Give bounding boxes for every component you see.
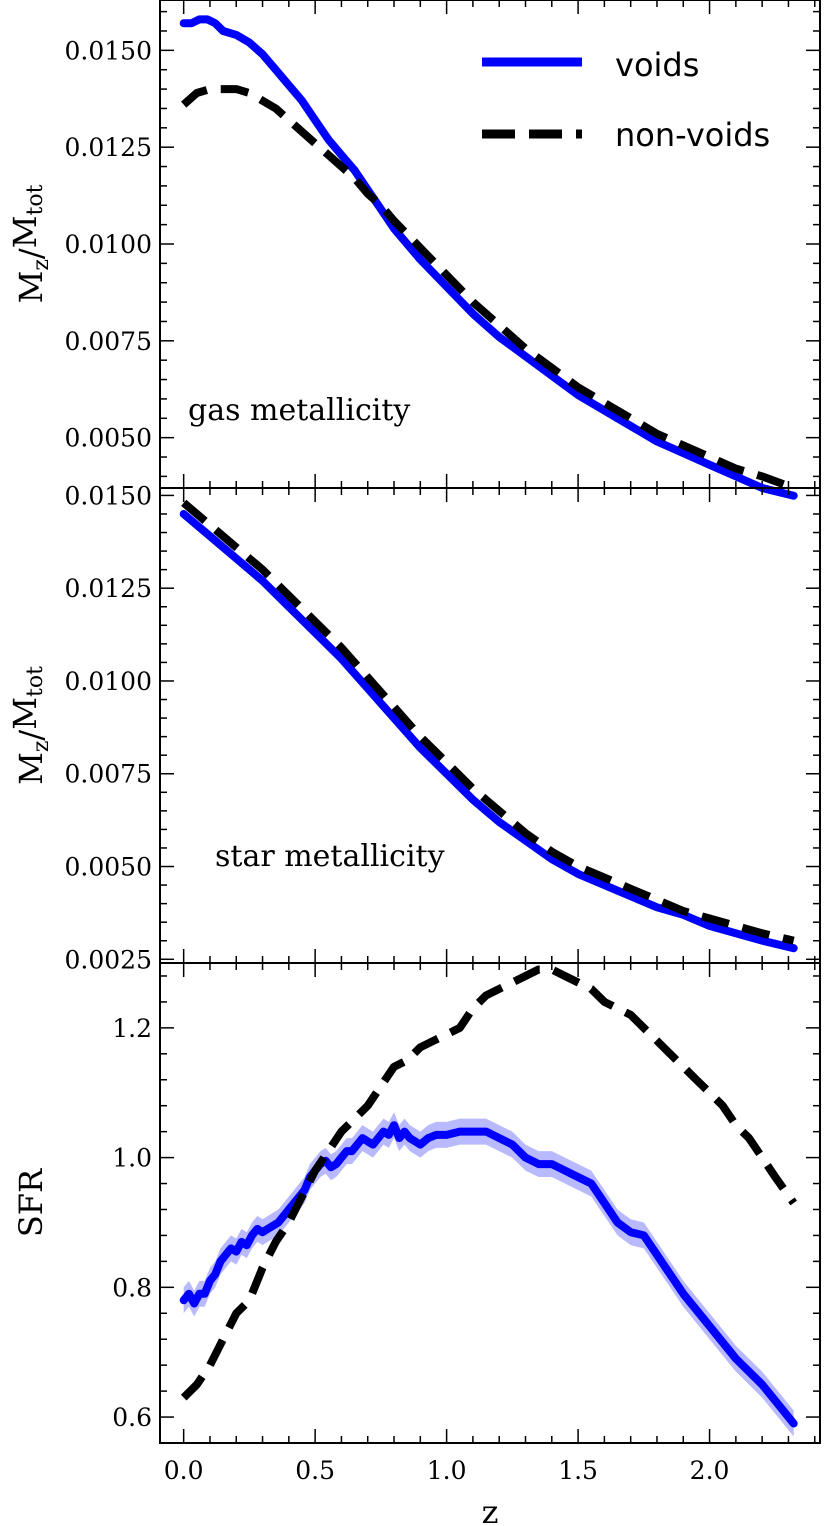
- y-tick-label: 1.0: [112, 1144, 152, 1173]
- y-axis-label-part: M: [6, 216, 44, 249]
- x-tick-label: 0.5: [295, 1456, 335, 1485]
- plot-frame: [159, 487, 821, 964]
- y-axis-label-part: /: [12, 248, 50, 259]
- y-tick-label: 0.0125: [65, 574, 152, 603]
- y-axis-label-part: M: [12, 752, 50, 785]
- voids-series-line: [179, 510, 798, 953]
- y-axis-label-part: z: [29, 741, 54, 753]
- y-tick-label: 0.0150: [65, 481, 152, 510]
- y-axis-label-part: M: [12, 271, 50, 304]
- gas-metallicity-panel: 0.00500.00750.01000.01250.0150Mz/Mtotgas…: [6, 0, 821, 500]
- voids-series-line: [179, 1121, 798, 1428]
- y-tick-label: 0.0125: [65, 133, 152, 162]
- y-axis-label-part: tot: [23, 666, 48, 697]
- y-axis-label: Mz/Mtot: [6, 666, 54, 785]
- voids-uncertainty-band: [183, 1112, 794, 1437]
- y-axis-label: Mz/Mtot: [6, 184, 54, 303]
- non-voids-series-line: [181, 499, 795, 945]
- y-tick-label: 0.0025: [65, 945, 152, 974]
- x-tick-label: 1.0: [427, 1456, 467, 1485]
- panel-label: gas metallicity: [188, 393, 410, 428]
- y-tick-label: 0.8: [112, 1273, 152, 1302]
- legend: voids non-voids: [482, 46, 770, 154]
- y-axis-label-part: z: [29, 259, 54, 271]
- x-tick-label: 0.0: [164, 1456, 204, 1485]
- y-tick-label: 0.0050: [65, 424, 152, 453]
- sfr-panel: 0.6 0.8 1.0 1.2 0.0 0.5 1.0 1.5 2.0 SFR z: [12, 962, 821, 1526]
- y-tick-label: 0.0150: [65, 36, 152, 65]
- y-tick-label: 0.6: [112, 1403, 152, 1432]
- y-axis-label-part: tot: [23, 184, 48, 215]
- x-tick-label: 1.5: [558, 1456, 598, 1485]
- non-voids-series-line: [181, 85, 796, 492]
- legend-non-voids-label: non-voids: [615, 116, 770, 154]
- y-tick-label: 0.0075: [65, 327, 152, 356]
- x-tick-label: 2.0: [690, 1456, 730, 1485]
- panel-label: star metallicity: [215, 839, 445, 874]
- y-tick-label: 0.0075: [65, 760, 152, 789]
- y-axis-label-part: /: [12, 730, 50, 741]
- legend-voids-label: voids: [615, 46, 699, 84]
- x-axis-label: z: [482, 1493, 499, 1526]
- y-tick-label: 0.0100: [65, 230, 152, 259]
- y-axis-label-part: M: [6, 697, 44, 730]
- y-tick-label: 0.0050: [65, 853, 152, 882]
- plot-frame: [159, 962, 821, 1444]
- y-tick-label: 1.2: [112, 1014, 152, 1043]
- y-axis-label: SFR: [12, 1168, 50, 1237]
- non-voids-series-line: [180, 965, 797, 1401]
- y-tick-label: 0.0100: [65, 667, 152, 696]
- star-metallicity-panel: 0.00250.00500.00750.01000.01250.0150Mz/M…: [6, 481, 821, 974]
